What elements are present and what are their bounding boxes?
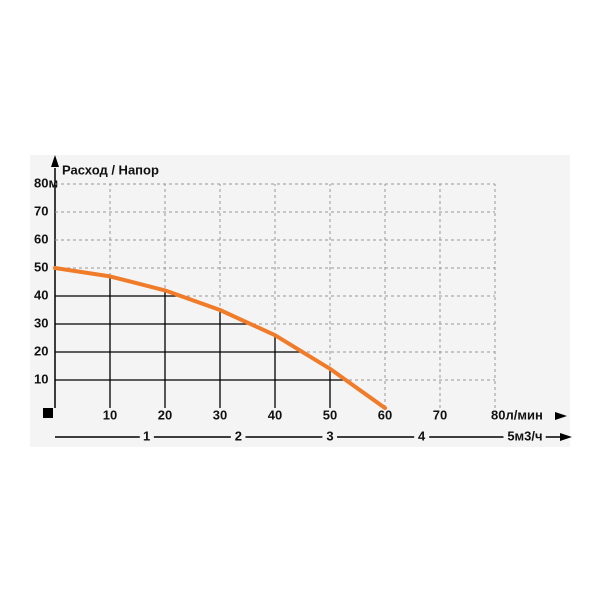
x2-tick-label: 1 [143, 428, 150, 443]
y-tick-label: 40 [34, 287, 48, 302]
chart-title: Расход / Напор [62, 162, 159, 177]
x-tick-label: 40 [268, 407, 282, 422]
x2-tick-label: 4 [418, 428, 426, 443]
x-tick-label: 50 [323, 407, 337, 422]
y-tick-label: 80м [34, 175, 58, 190]
x2-tick-label: 3 [326, 428, 333, 443]
y-tick-label: 60 [34, 231, 48, 246]
origin-marker [43, 408, 53, 418]
chart-background [30, 155, 570, 447]
x-tick-label: 80л/мин [491, 407, 543, 422]
y-tick-label: 20 [34, 343, 48, 358]
x-arrow [555, 412, 567, 420]
y-arrow [51, 155, 59, 167]
y-tick-label: 30 [34, 315, 48, 330]
curve [53, 266, 387, 410]
x-tick-label: 30 [213, 407, 227, 422]
x-tick-label: 70 [433, 407, 447, 422]
y-tick-label: 70 [34, 203, 48, 218]
x-tick-label: 20 [158, 407, 172, 422]
x-tick-label: 60 [378, 407, 392, 422]
x2-tick-label: 2 [235, 428, 242, 443]
x2-arrow [560, 433, 572, 441]
x2-tick-label: 5м3/ч [507, 428, 542, 443]
y-tick-label: 50 [34, 259, 48, 274]
y-tick-label: 10 [34, 371, 48, 386]
x-tick-label: 10 [103, 407, 117, 422]
